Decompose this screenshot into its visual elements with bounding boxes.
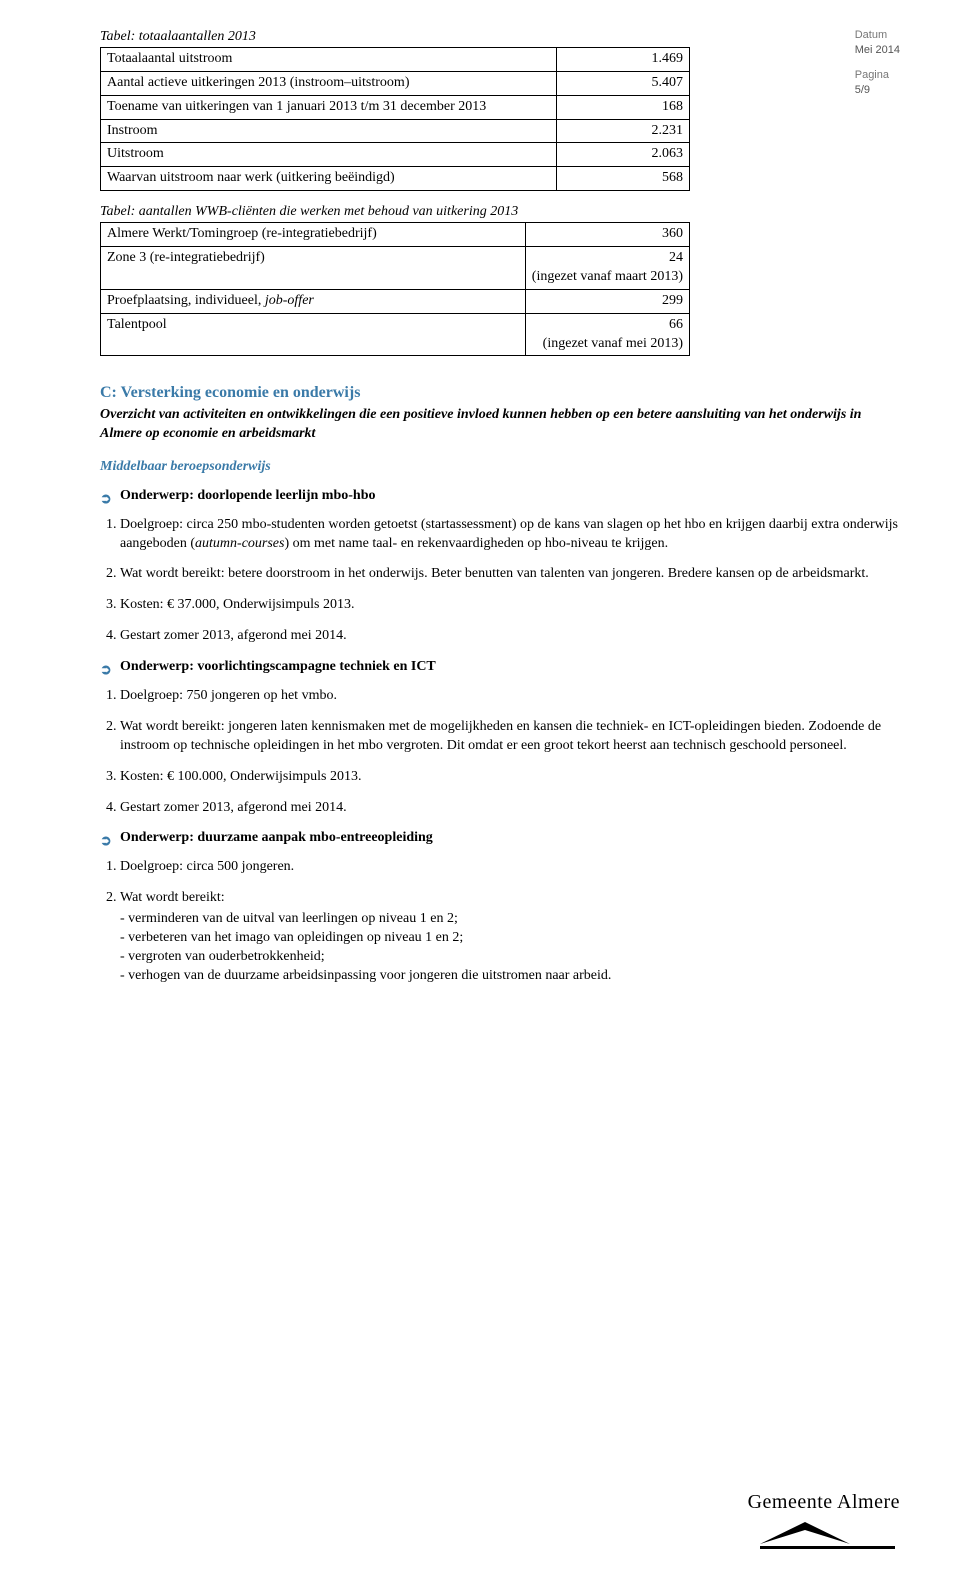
table-cell-value: 1.469 (557, 47, 690, 71)
table-cell-label: Instroom (101, 119, 557, 143)
bullet-icon: ➲ (100, 831, 112, 850)
list-item: verbeteren van het imago van opleidingen… (134, 929, 900, 948)
page-label: Pagina (855, 69, 889, 81)
table-row: Proefplaatsing, individueel, job-offer29… (101, 289, 690, 313)
topic-list: Doelgroep: 750 jongeren op het vmbo. Wat … (100, 687, 900, 817)
page-value: 5/9 (855, 83, 900, 98)
table-cell-value: 568 (557, 167, 690, 191)
list-item: Gestart zomer 2013, afgerond mei 2014. (120, 627, 900, 646)
table-cell-value: 360 (525, 223, 689, 247)
section-c-subtitle: Overzicht van activiteiten en ontwikkeli… (100, 406, 900, 444)
list-item: verhogen van de duurzame arbeidsinpassin… (134, 967, 900, 986)
list-item: Doelgroep: circa 500 jongeren. (120, 858, 900, 877)
table-cell-label: Uitstroom (101, 143, 557, 167)
list-item: Wat wordt bereikt: jongeren laten kennis… (120, 718, 900, 756)
table-cell-label: Talentpool (101, 313, 526, 356)
table-row: Zone 3 (re-integratiebedrijf)24(ingezet … (101, 247, 690, 290)
table-row: Aantal actieve uitkeringen 2013 (instroo… (101, 71, 690, 95)
table-cell-label: Waarvan uitstroom naar werk (uitkering b… (101, 167, 557, 191)
sub-list: verminderen van de uitval van leerlingen… (120, 910, 900, 986)
bullet-icon: ➲ (100, 660, 112, 679)
table-cell-label: Zone 3 (re-integratiebedrijf) (101, 247, 526, 290)
table-row: Almere Werkt/Tomingroep (re-integratiebe… (101, 223, 690, 247)
topic-heading-text: Onderwerp: doorlopende leerlijn mbo-hbo (120, 488, 376, 503)
topic-heading: ➲ Onderwerp: doorlopende leerlijn mbo-hbo (100, 487, 900, 506)
topic-heading-text: Onderwerp: voorlichtingscampagne technie… (120, 659, 436, 674)
list-item: Kosten: € 100.000, Onderwijsimpuls 2013. (120, 768, 900, 787)
list-item: verminderen van de uitval van leerlingen… (134, 910, 900, 929)
table-cell-value: 168 (557, 95, 690, 119)
table2-title: Tabel: aantallen WWB-cliënten die werken… (100, 203, 900, 222)
list-item: Doelgroep: 750 jongeren op het vmbo. (120, 687, 900, 706)
table-cell-label: Proefplaatsing, individueel, job-offer (101, 289, 526, 313)
table-cell-label: Aantal actieve uitkeringen 2013 (instroo… (101, 71, 557, 95)
logo-text: Gemeente Almere (748, 1491, 900, 1513)
list-item: Wat wordt bereikt: betere doorstroom in … (120, 565, 900, 584)
gemeente-almere-logo: Gemeente Almere (748, 1489, 900, 1552)
table-cell-label: Totaalaantal uitstroom (101, 47, 557, 71)
table-cell-value: 66(ingezet vanaf mei 2013) (525, 313, 689, 356)
table1: Totaalaantal uitstroom1.469Aantal actiev… (100, 47, 690, 191)
date-label: Datum (855, 29, 887, 41)
list-item: Wat wordt bereikt:verminderen van de uit… (120, 889, 900, 985)
page-metadata: Datum Mei 2014 Pagina 5/9 (855, 28, 900, 97)
table-cell-value: 5.407 (557, 71, 690, 95)
list-item: Kosten: € 37.000, Onderwijsimpuls 2013. (120, 596, 900, 615)
topic-list: Doelgroep: circa 250 mbo-studenten worde… (100, 516, 900, 646)
table-row: Toename van uitkeringen van 1 januari 20… (101, 95, 690, 119)
table2: Almere Werkt/Tomingroep (re-integratiebe… (100, 222, 690, 356)
section-c-title: C: Versterking economie en onderwijs (100, 382, 900, 404)
table-cell-value: 24(ingezet vanaf maart 2013) (525, 247, 689, 290)
table-row: Uitstroom2.063 (101, 143, 690, 167)
topic-heading-text: Onderwerp: duurzame aanpak mbo-entreeopl… (120, 830, 433, 845)
list-item: Doelgroep: circa 250 mbo-studenten worde… (120, 516, 900, 554)
table-cell-value: 2.063 (557, 143, 690, 167)
list-item: vergroten van ouderbetrokkenheid; (134, 948, 900, 967)
table-cell-label: Toename van uitkeringen van 1 januari 20… (101, 95, 557, 119)
topic-list: Doelgroep: circa 500 jongeren. Wat wordt … (100, 858, 900, 985)
topic-heading: ➲ Onderwerp: duurzame aanpak mbo-entreeop… (100, 829, 900, 848)
table-cell-value: 299 (525, 289, 689, 313)
date-value: Mei 2014 (855, 43, 900, 58)
table-cell-label: Almere Werkt/Tomingroep (re-integratiebe… (101, 223, 526, 247)
bullet-icon: ➲ (100, 489, 112, 508)
topic-heading: ➲ Onderwerp: voorlichtingscampagne techni… (100, 658, 900, 677)
table-row: Instroom2.231 (101, 119, 690, 143)
logo-icon (750, 1516, 900, 1552)
table-row: Totaalaantal uitstroom1.469 (101, 47, 690, 71)
list-item: Gestart zomer 2013, afgerond mei 2014. (120, 799, 900, 818)
table1-title: Tabel: totaalaantallen 2013 (100, 28, 900, 47)
mbo-label: Middelbaar beroepsonderwijs (100, 458, 900, 477)
table-row: Talentpool66(ingezet vanaf mei 2013) (101, 313, 690, 356)
table-row: Waarvan uitstroom naar werk (uitkering b… (101, 167, 690, 191)
table-cell-value: 2.231 (557, 119, 690, 143)
